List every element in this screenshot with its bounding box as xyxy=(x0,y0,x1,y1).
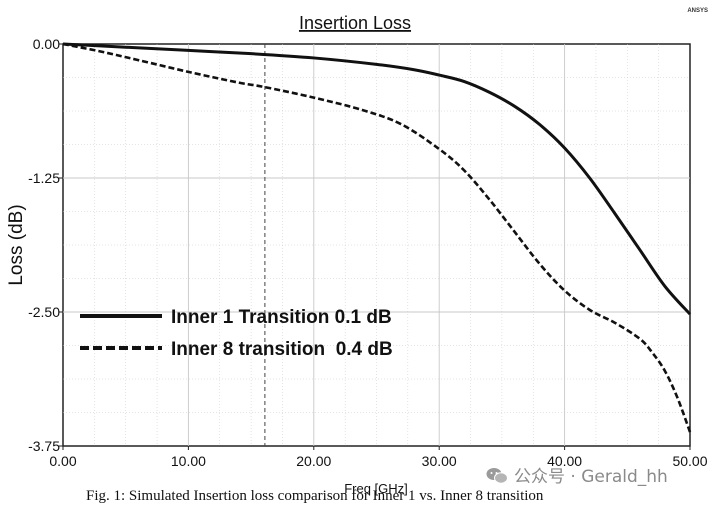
wechat-icon xyxy=(486,468,508,484)
x-tick-label: 40.00 xyxy=(547,453,582,469)
x-tick-label: 0.00 xyxy=(49,453,76,469)
series-line-2 xyxy=(62,42,692,433)
series-line-1 xyxy=(62,42,692,316)
watermark-text: 公众号 · Gerald_hh xyxy=(514,467,668,487)
chart-title: Insertion Loss xyxy=(299,13,411,33)
y-tick-label: 0.00 xyxy=(33,36,60,52)
x-tick-label: 10.00 xyxy=(171,453,206,469)
x-tick-label: 20.00 xyxy=(296,453,331,469)
y-tick-label: -1.25 xyxy=(28,170,60,186)
x-tick-label: 30.00 xyxy=(422,453,457,469)
legend-label-2: Inner 8 transition 0.4 dB xyxy=(171,339,393,360)
y-tick-label: -3.75 xyxy=(28,438,60,454)
legend-label-1: Inner 1 Transition 0.1 dB xyxy=(171,307,392,328)
y-tick-label: -2.50 xyxy=(28,304,60,320)
y-axis-label: Loss (dB) xyxy=(6,204,27,285)
brand-label: ANSYS xyxy=(687,8,708,14)
figure-caption: Fig. 1: Simulated Insertion loss compari… xyxy=(86,488,544,504)
x-axis-label: Freq [GHz] xyxy=(344,481,408,496)
watermark: 公众号 · Gerald_hh xyxy=(486,462,668,487)
x-tick-label: 50.00 xyxy=(672,453,707,469)
chart-legend: Inner 1 Transition 0.1 dB Inner 8 transit… xyxy=(80,307,393,360)
